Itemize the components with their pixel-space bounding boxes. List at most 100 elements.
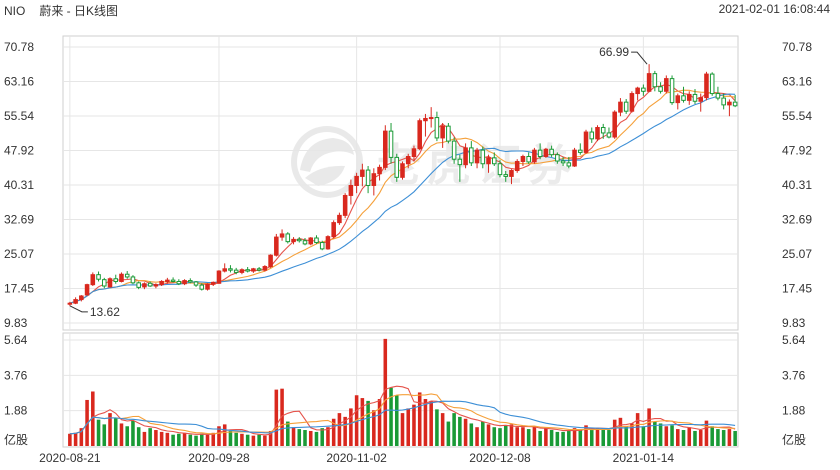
volume-bar [73, 432, 78, 446]
candle [165, 277, 170, 284]
volume-bar [337, 413, 342, 446]
candle [578, 143, 583, 155]
candle [153, 283, 159, 289]
volume-ma20-line [69, 400, 736, 435]
volume-bar [217, 426, 221, 446]
price-panel-frame [62, 35, 739, 331]
candle [291, 237, 296, 245]
volume-bar [618, 417, 623, 446]
candle [732, 94, 738, 108]
candle [623, 98, 629, 114]
candle [262, 265, 268, 272]
candle [612, 110, 617, 139]
volume-bar [555, 431, 560, 446]
volume-bar [274, 389, 279, 446]
volume-bar [698, 430, 703, 446]
candle [245, 266, 250, 273]
candle [394, 153, 400, 182]
volume-bar [297, 429, 302, 446]
volume-bar [417, 392, 422, 446]
volume-bar [544, 428, 548, 446]
volume-bar [458, 416, 462, 446]
candles [67, 64, 738, 306]
volume-bar [624, 426, 628, 446]
candle [549, 145, 554, 157]
volume-tick-left: 1.88 [4, 404, 28, 418]
price-tick-right: 47.92 [782, 144, 812, 158]
candle [233, 267, 239, 275]
volume-bar [498, 428, 502, 446]
candle [509, 169, 514, 185]
volume-bar [658, 423, 663, 446]
price-ma-lines [69, 83, 736, 304]
candle [210, 281, 216, 287]
candle [348, 179, 354, 205]
volume-bar [630, 423, 634, 446]
volume-bar [188, 434, 193, 446]
price-tick-left: 17.45 [4, 281, 34, 295]
volume-bar [372, 410, 376, 446]
candle [646, 64, 652, 93]
candle [451, 137, 457, 164]
candle [388, 122, 394, 164]
chart-name: 蔚来 - 日K线图 [39, 4, 119, 18]
volume-bar [199, 433, 204, 446]
candle [457, 154, 463, 182]
volume-bar [228, 430, 233, 446]
volume-bar [704, 420, 709, 446]
candle [159, 280, 164, 287]
candle [337, 212, 342, 225]
price-tick-left: 55.54 [4, 109, 34, 123]
candle [423, 113, 428, 137]
candle [199, 283, 205, 291]
volume-bar [349, 408, 353, 446]
price-tick-left: 40.31 [4, 178, 34, 192]
candle [268, 254, 273, 268]
volume-bar [257, 434, 261, 446]
volume-bar [412, 404, 416, 446]
candle [325, 235, 331, 250]
volume-bar [360, 398, 365, 446]
candle [658, 82, 663, 94]
volume-bar [681, 430, 686, 446]
candle [572, 147, 577, 167]
volume-bar [584, 425, 588, 446]
volume-bar [320, 428, 324, 446]
volume-bar [647, 408, 651, 446]
volume-bar [125, 426, 129, 446]
candle [618, 98, 623, 117]
volume-bar [607, 430, 611, 446]
volume-bar [383, 338, 388, 446]
volume-bar [308, 430, 313, 446]
volume-bar [136, 427, 141, 446]
volume-bar [601, 429, 606, 446]
volume-bar [710, 426, 714, 446]
candle [377, 164, 382, 181]
watermark-logo-icon [291, 126, 363, 198]
ticker-symbol: NIO [4, 4, 26, 18]
candle [84, 283, 90, 296]
volume-bar [394, 395, 399, 446]
price-tick-right: 9.83 [782, 316, 806, 330]
volume-bar [567, 430, 571, 446]
candle [239, 268, 245, 275]
candle [543, 147, 549, 158]
volume-bar [475, 427, 479, 446]
annotations: 66.99 13.62 [69, 45, 648, 319]
volume-bar [572, 428, 577, 446]
volume-bar [222, 424, 227, 446]
price-tick-left: 9.83 [4, 316, 28, 330]
candle [383, 125, 388, 171]
date-tick-label: 2021-01-14 [613, 451, 675, 465]
volume-bar [595, 428, 600, 446]
candle [176, 279, 182, 286]
volume-ma5-line [69, 385, 736, 436]
candle [67, 301, 73, 306]
candle [727, 99, 732, 117]
volume-tick-right: 1.88 [782, 404, 806, 418]
candle [641, 84, 646, 96]
volume-bar [79, 428, 84, 446]
volume-unit-right: 亿股 [782, 432, 806, 447]
price-tick-right: 63.16 [782, 75, 812, 89]
